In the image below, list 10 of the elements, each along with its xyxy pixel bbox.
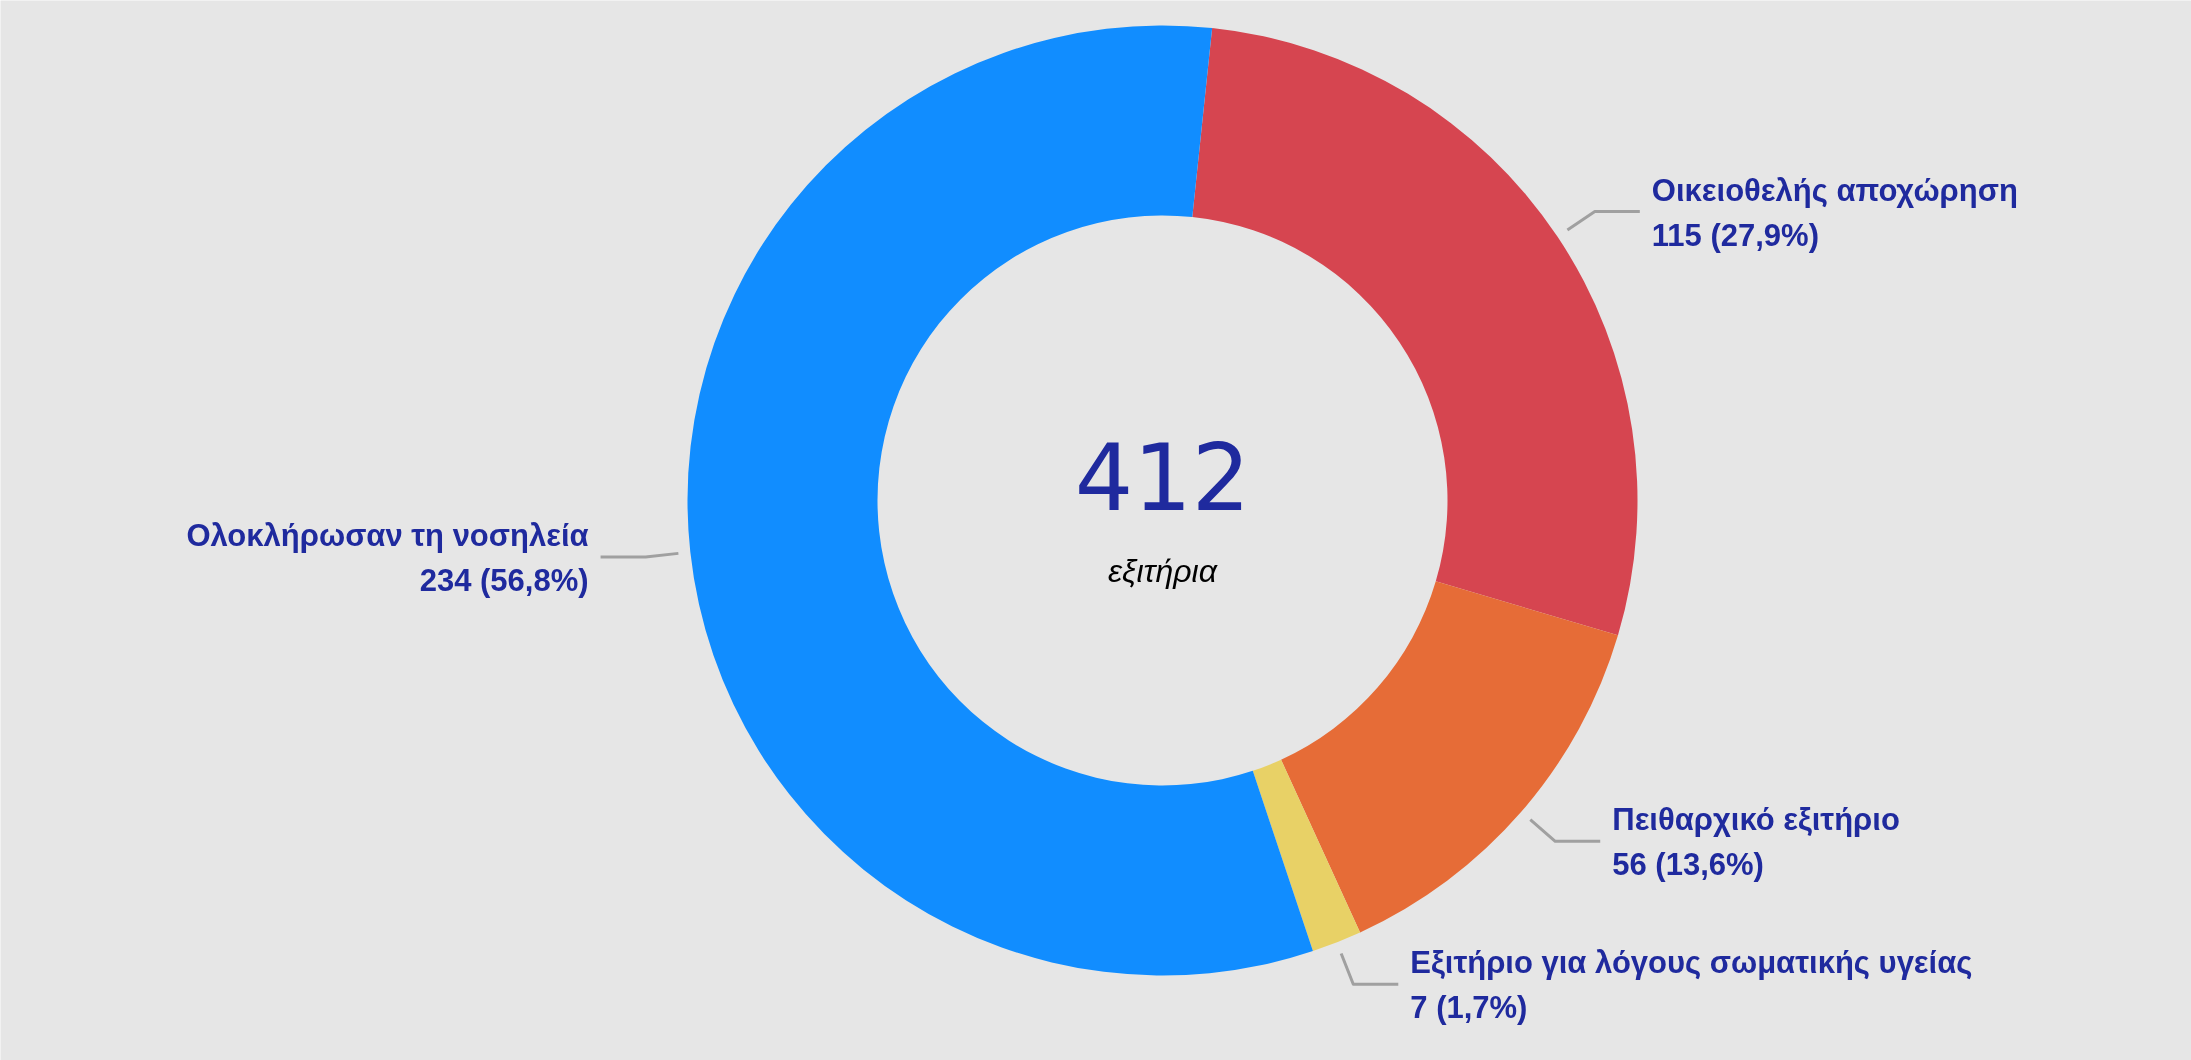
text: 412: [1074, 424, 1251, 532]
data-label: 7 (1,7%): [1410, 990, 1528, 1026]
data-label: 234 (56,8%): [419, 562, 589, 598]
slice-label: Πειθαρχικό εξιτήριο: [1612, 802, 1900, 838]
data-label: 115 (27,9%): [1651, 217, 1819, 253]
slice-label: Ολοκλήρωσαν τη νοσηλεία: [186, 517, 589, 553]
text: εξιτήρια: [1108, 552, 1218, 589]
slice-label: Εξιτήριο για λόγους σωματικής υγείας: [1410, 945, 1973, 981]
slice-label: Οικειοθελής αποχώρηση: [1651, 172, 2018, 208]
data-label: 56 (13,6%): [1612, 847, 1764, 883]
